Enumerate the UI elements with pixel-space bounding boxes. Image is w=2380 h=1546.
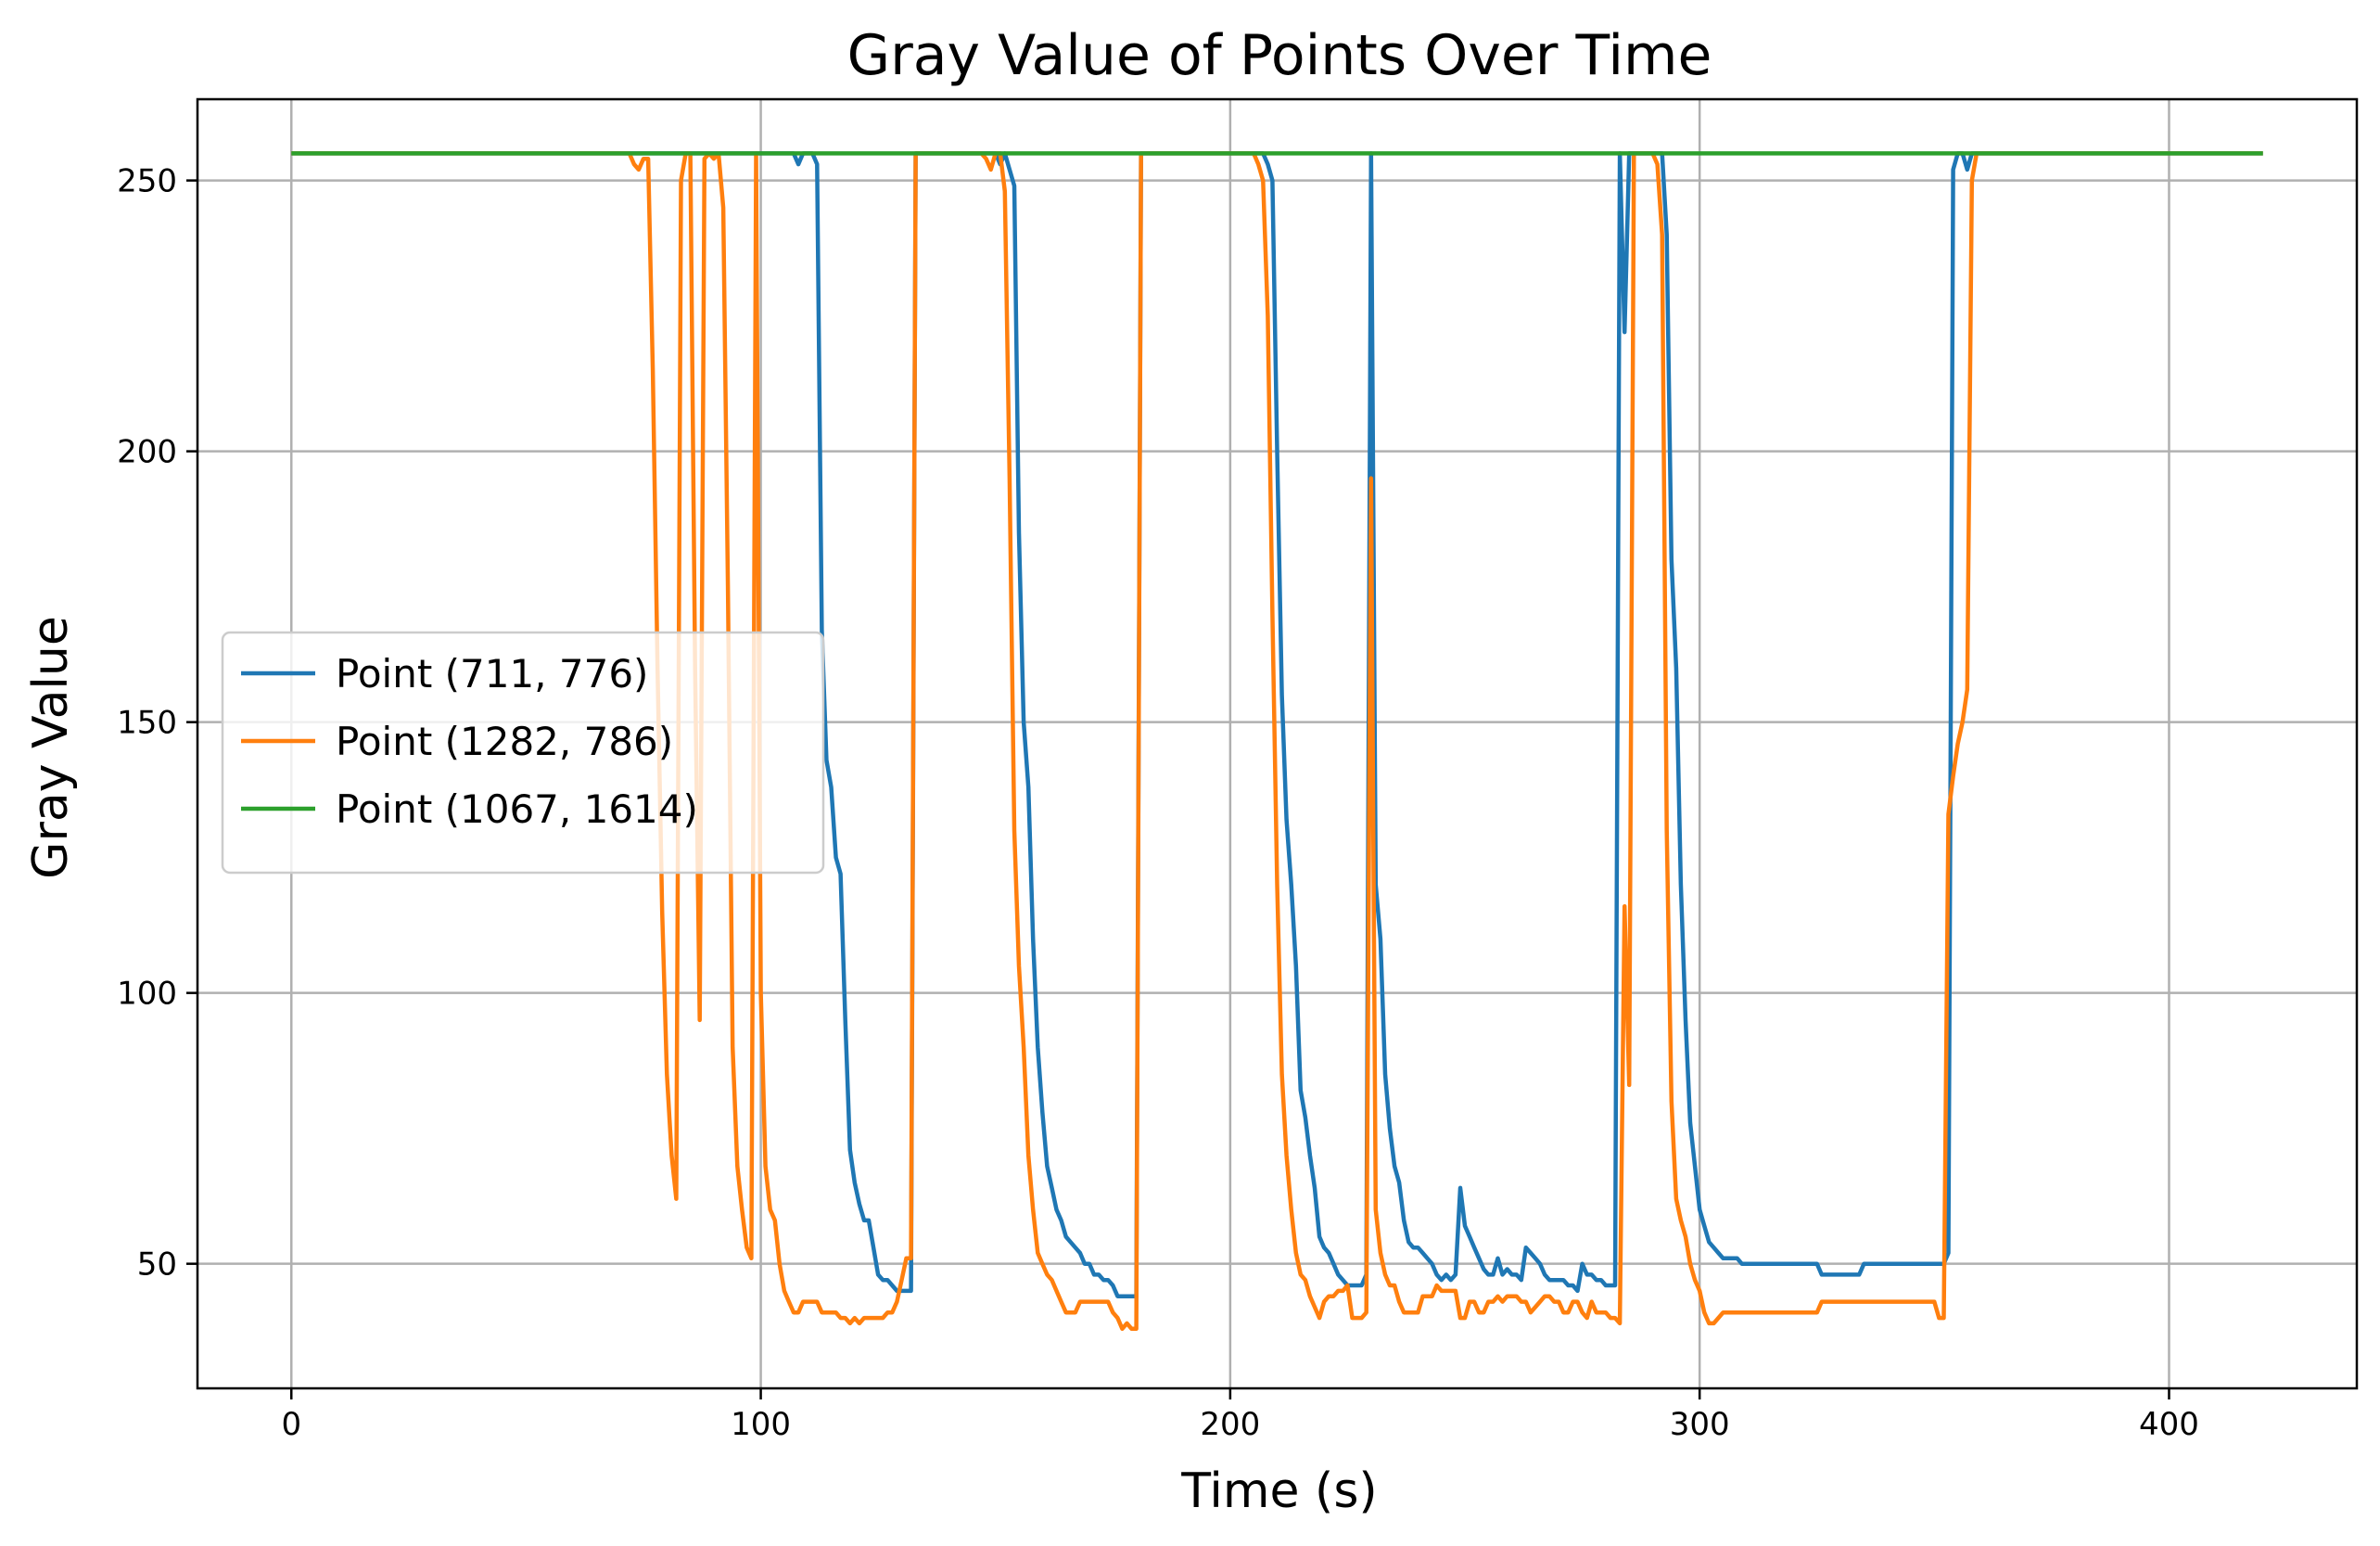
legend-label: Point (711, 776) — [336, 651, 648, 696]
chart-title: Gray Value of Points Over Time — [847, 23, 1712, 88]
plot-lines — [291, 151, 2263, 1332]
legend-label: Point (1067, 1614) — [336, 786, 698, 832]
y-axis-ticks: 50 100 150 200 250 — [117, 163, 197, 1284]
plot-frame — [196, 97, 2359, 1390]
legend-box — [221, 631, 825, 875]
legend: Point (711, 776) Point (1282, 786) Point (… — [221, 631, 825, 875]
x-tick-label: 400 — [2139, 1406, 2199, 1443]
x-axis-label: Time (s) — [1180, 1463, 1377, 1519]
y-tick-label: 50 — [137, 1246, 177, 1284]
x-tick-label: 200 — [1200, 1406, 1260, 1443]
x-tick-label: 0 — [281, 1406, 301, 1443]
y-tick-label: 250 — [117, 163, 177, 200]
x-tick-label: 300 — [1670, 1406, 1730, 1443]
x-tick-label: 100 — [731, 1406, 791, 1443]
y-tick-label: 200 — [117, 434, 177, 471]
y-tick-label: 150 — [117, 705, 177, 742]
y-axis-label: Gray Value — [23, 616, 79, 879]
series-line-1 — [291, 151, 2263, 1298]
y-tick-label: 100 — [117, 976, 177, 1013]
legend-label: Point (1282, 786) — [336, 719, 673, 764]
x-axis-ticks: 0 100 200 300 400 — [281, 1388, 2199, 1443]
